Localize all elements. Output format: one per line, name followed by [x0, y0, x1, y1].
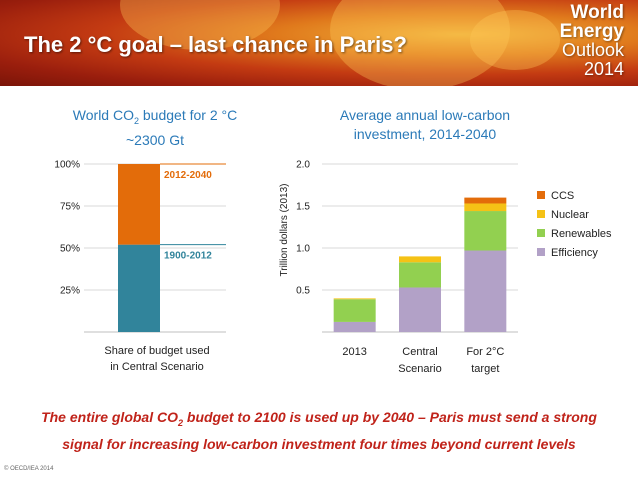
legend-swatch-ccs — [537, 191, 545, 199]
left-chart-title: World CO2 budget for 2 °C ~2300 Gt — [40, 106, 270, 150]
brand-line-4: 2014 — [583, 59, 624, 79]
brand-logo: World Energy Outlook 2014 — [560, 3, 624, 79]
right-y-tick-label: 1.5 — [296, 202, 310, 213]
page-title: The 2 °C goal – last chance in Paris? — [24, 32, 407, 57]
right-bar-segment-renewables — [399, 262, 441, 288]
right-chart-title: Average annual low-carbon investment, 20… — [310, 106, 540, 144]
legend-label-renewables: Renewables — [551, 228, 612, 240]
bottom-line-2: signal for increasing low-carbon investm… — [62, 435, 576, 452]
right-bar-segment-nuclear — [333, 298, 376, 300]
brand-line-3: Outlook — [561, 40, 624, 60]
right-title-line-1: Average annual low-carbon — [339, 107, 511, 123]
bottom-message: The entire global CO2 budget to 2100 is … — [0, 407, 638, 455]
bottom-line-1-a: The entire global CO — [41, 409, 178, 425]
left-title-line-2: ~2300 Gt — [126, 131, 184, 148]
legend-swatch-efficiency — [537, 248, 545, 256]
right-y-tick-label: 1.0 — [296, 244, 310, 255]
bottom-subscript: 2 — [177, 417, 183, 428]
legend-label-ccs: CCS — [551, 190, 574, 202]
left-segment-label: 2012-2040 — [164, 170, 212, 181]
copyright-text: © OECD/IEA 2014 — [4, 466, 54, 472]
left-title-subscript: 2 — [133, 115, 139, 126]
right-bar-segment-nuclear — [399, 256, 441, 263]
right-title-line-2: investment, 2014-2040 — [353, 126, 497, 142]
legend-swatch-renewables — [537, 229, 545, 237]
right-bar-segment-ccs — [464, 197, 507, 204]
brand-line-2: Energy — [559, 21, 624, 42]
left-bar-segment-1900-2012 — [118, 244, 160, 332]
right-bar-segment-renewables — [333, 299, 376, 322]
right-bar-segment-renewables — [464, 211, 507, 251]
bottom-line-1-b: budget to 2100 is used up by 2040 – Pari… — [183, 409, 597, 425]
left-y-tick-label: 100% — [54, 160, 80, 171]
legend-label-nuclear: Nuclear — [551, 209, 589, 221]
right-bar-segment-efficiency — [399, 287, 441, 332]
right-category-label: Central — [402, 346, 437, 358]
left-y-tick-label: 50% — [60, 244, 80, 255]
right-bar-segment-efficiency — [464, 250, 507, 332]
brand-line-1: World — [570, 2, 624, 23]
left-y-tick-label: 25% — [60, 286, 80, 297]
right-y-tick-label: 2.0 — [296, 160, 310, 171]
left-title-part-a: World CO — [72, 107, 134, 123]
header-banner: The 2 °C goal – last chance in Paris? Wo… — [0, 0, 638, 86]
left-segment-label: 1900-2012 — [164, 251, 212, 262]
right-bar-segment-nuclear — [464, 203, 507, 212]
right-y-axis-label: Trillion dollars (2013) — [279, 184, 290, 277]
right-category-label: target — [471, 363, 499, 375]
right-bar-segment-efficiency — [333, 321, 376, 332]
right-category-label: 2013 — [342, 346, 366, 358]
legend-label-efficiency: Efficiency — [551, 247, 598, 259]
right-category-label: Scenario — [398, 363, 441, 375]
left-category-label: Share of budget used — [104, 345, 209, 357]
left-y-tick-label: 75% — [60, 202, 80, 213]
left-title-part-b: budget for 2 °C — [139, 107, 238, 123]
left-category-label: in Central Scenario — [110, 361, 204, 373]
right-y-tick-label: 0.5 — [296, 286, 310, 297]
left-bar-segment-2012-2040 — [118, 164, 160, 245]
legend-swatch-nuclear — [537, 210, 545, 218]
right-category-label: For 2°C — [466, 346, 504, 358]
